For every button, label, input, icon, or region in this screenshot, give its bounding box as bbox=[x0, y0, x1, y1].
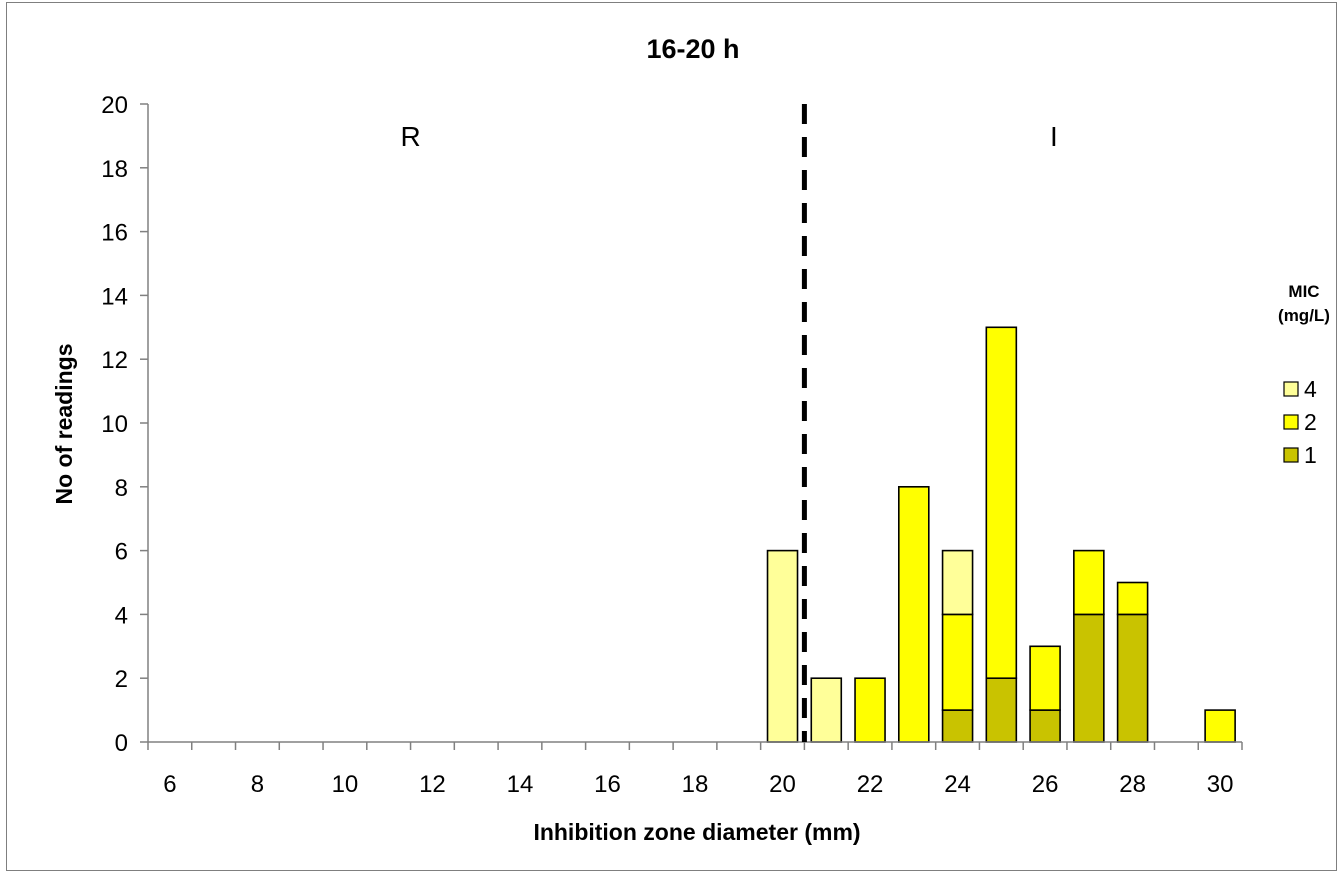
x-tick-label: 8 bbox=[251, 771, 264, 798]
bar-segment bbox=[941, 709, 974, 743]
y-axis-ticks: 0 2 4 6 8 10 12 14 16 18 20 bbox=[101, 92, 148, 757]
y-tick-label: 12 bbox=[101, 347, 128, 374]
y-tick-label: 14 bbox=[101, 283, 128, 310]
x-tick-label: 14 bbox=[507, 771, 534, 798]
bar-segment bbox=[1073, 549, 1105, 616]
legend-entry-label: 1 bbox=[1304, 442, 1317, 468]
y-tick-label: 2 bbox=[115, 666, 128, 693]
y-axis-label: No of readings bbox=[51, 343, 77, 504]
chart-frame bbox=[6, 2, 1337, 871]
bar-segment bbox=[1116, 581, 1149, 616]
bar-segment bbox=[854, 677, 886, 743]
x-tick-label: 20 bbox=[769, 771, 796, 798]
legend-entry-label: 4 bbox=[1304, 376, 1317, 402]
legend-swatch bbox=[1283, 381, 1299, 397]
bar-segment bbox=[1029, 645, 1061, 711]
annotation-r: R bbox=[400, 121, 420, 152]
x-tick-label: 26 bbox=[1032, 771, 1059, 798]
x-tick-label: 10 bbox=[332, 771, 359, 798]
legend-title-line2: (mg/L) bbox=[1278, 306, 1330, 325]
annotation-i: I bbox=[1050, 121, 1058, 152]
bar-segment bbox=[1029, 709, 1061, 743]
bar-segment bbox=[1116, 613, 1149, 743]
x-tick-label: 30 bbox=[1207, 771, 1234, 798]
bars bbox=[766, 326, 1236, 743]
x-tick-label: 24 bbox=[944, 771, 971, 798]
bar-segment bbox=[766, 549, 799, 743]
y-tick-label: 10 bbox=[101, 411, 128, 438]
chart-title: 16-20 h bbox=[646, 34, 739, 64]
bar-segment bbox=[941, 613, 974, 711]
bar-segment bbox=[1204, 709, 1236, 743]
x-tick-label: 18 bbox=[682, 771, 709, 798]
x-tick-label: 22 bbox=[857, 771, 884, 798]
legend-entry-label: 2 bbox=[1304, 409, 1317, 435]
legend-items: 4 2 1 bbox=[1283, 376, 1317, 468]
y-tick-label: 20 bbox=[101, 92, 128, 119]
legend-swatch bbox=[1283, 414, 1299, 430]
y-tick-label: 6 bbox=[115, 539, 128, 566]
bar-segment bbox=[985, 677, 1018, 743]
x-axis-ticks: 6 8 10 12 14 16 18 20 22 24 26 28 30 bbox=[147, 742, 1243, 798]
bar-segment bbox=[897, 485, 930, 743]
y-tick-label: 18 bbox=[101, 156, 128, 183]
x-tick-label: 28 bbox=[1119, 771, 1146, 798]
legend-title-line1: MIC bbox=[1288, 282, 1319, 301]
bar-segment bbox=[1073, 613, 1105, 743]
bar-segment bbox=[985, 326, 1018, 679]
y-tick-label: 4 bbox=[115, 602, 128, 629]
x-tick-label: 12 bbox=[419, 771, 446, 798]
y-tick-label: 8 bbox=[115, 475, 128, 502]
bar-segment bbox=[810, 677, 843, 743]
legend: MIC (mg/L) 4 2 1 bbox=[1278, 282, 1330, 468]
legend-swatch bbox=[1283, 447, 1299, 463]
y-tick-label: 0 bbox=[115, 730, 128, 757]
bar-segment bbox=[941, 549, 974, 616]
x-tick-label: 6 bbox=[163, 771, 176, 798]
x-axis-label: Inhibition zone diameter (mm) bbox=[533, 819, 860, 845]
x-tick-label: 16 bbox=[594, 771, 621, 798]
y-tick-label: 16 bbox=[101, 220, 128, 247]
